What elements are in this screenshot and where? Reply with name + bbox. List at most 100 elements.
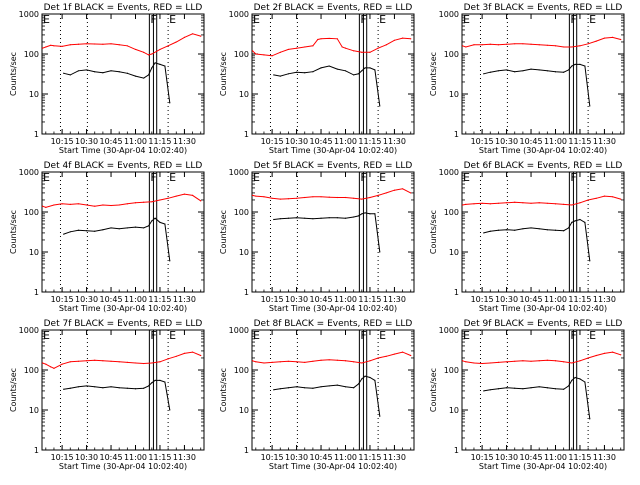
y-tick-label: 10 bbox=[239, 406, 249, 415]
data-point-red bbox=[102, 360, 104, 362]
x-tick-label: 10:45 bbox=[520, 295, 543, 304]
data-point-red bbox=[271, 55, 273, 57]
data-point-red bbox=[377, 357, 379, 359]
data-point-red bbox=[126, 45, 128, 47]
data-point-black bbox=[489, 230, 491, 232]
data-point-red bbox=[546, 359, 548, 361]
data-point-black bbox=[497, 229, 500, 231]
data-point-black bbox=[154, 379, 156, 381]
data-point-red bbox=[473, 203, 475, 205]
x-tick-label: 10:15 bbox=[261, 295, 284, 304]
data-point-red bbox=[505, 361, 508, 363]
data-point-red bbox=[159, 199, 161, 201]
data-point-black bbox=[126, 387, 128, 389]
data-point-red bbox=[328, 196, 330, 198]
data-point-black bbox=[369, 376, 371, 379]
x-tick-label: 11:15 bbox=[148, 453, 171, 462]
data-point-red bbox=[595, 40, 597, 42]
plot-frame bbox=[461, 13, 625, 135]
data-point-red bbox=[110, 43, 112, 45]
data-point-black bbox=[304, 217, 306, 219]
data-point-red bbox=[481, 44, 483, 46]
data-point-black bbox=[530, 227, 532, 229]
series-line-red bbox=[252, 351, 411, 364]
plot-frame bbox=[41, 171, 205, 293]
y-tick-label: 10 bbox=[239, 90, 249, 99]
x-axis-label: Start Time (30-Apr-04 10:02:40) bbox=[59, 304, 187, 313]
data-point-red bbox=[369, 196, 371, 199]
data-point-red bbox=[530, 360, 532, 362]
data-point-red bbox=[312, 360, 314, 362]
data-point-red bbox=[159, 361, 161, 363]
data-point-red bbox=[393, 39, 396, 41]
x-axis-label: Start Time (30-Apr-04 10:02:40) bbox=[59, 462, 187, 471]
x-tick-label: 11:15 bbox=[358, 137, 381, 146]
x-tick-label: 11:00 bbox=[544, 453, 567, 462]
y-tick-label: 1 bbox=[244, 288, 249, 297]
data-point-black bbox=[118, 387, 120, 389]
y-tick-label: 100 bbox=[234, 50, 249, 59]
data-point-black bbox=[273, 389, 275, 391]
flag-e-left: E bbox=[463, 329, 470, 342]
data-point-black bbox=[328, 385, 330, 387]
data-point-red bbox=[251, 360, 254, 362]
data-point-red bbox=[77, 360, 80, 362]
data-point-black bbox=[538, 69, 540, 71]
y-tick-label: 1 bbox=[34, 130, 39, 139]
data-point-black bbox=[85, 69, 88, 71]
data-point-black bbox=[538, 228, 540, 230]
x-tick-label: 10:30 bbox=[75, 295, 98, 304]
y-axis-label: Counts/sec bbox=[219, 52, 228, 96]
data-point-black bbox=[374, 379, 376, 381]
x-tick-label: 11:15 bbox=[358, 295, 381, 304]
data-point-red bbox=[554, 360, 557, 362]
data-point-black bbox=[336, 384, 338, 386]
data-point-red bbox=[53, 204, 55, 206]
data-point-black bbox=[505, 387, 508, 389]
data-point-red bbox=[481, 362, 483, 365]
x-tick-label: 11:30 bbox=[593, 295, 616, 304]
x-tick-label: 10:30 bbox=[495, 453, 518, 462]
data-point-red bbox=[344, 360, 347, 362]
data-point-red bbox=[554, 45, 557, 47]
data-point-black bbox=[279, 218, 281, 220]
data-point-black bbox=[287, 387, 290, 389]
y-tick-label: 10 bbox=[29, 248, 39, 257]
data-point-black bbox=[164, 381, 166, 383]
x-tick-label: 11:00 bbox=[124, 295, 147, 304]
data-point-black bbox=[94, 386, 96, 388]
x-tick-label: 10:30 bbox=[495, 137, 518, 146]
data-point-black bbox=[69, 231, 71, 233]
data-point-black bbox=[505, 69, 508, 71]
data-point-red bbox=[497, 202, 500, 204]
data-point-red bbox=[271, 197, 273, 199]
flag-e-right: E bbox=[379, 13, 386, 26]
plot-frame bbox=[461, 171, 625, 293]
data-point-red bbox=[505, 43, 508, 45]
series-line-red bbox=[42, 33, 201, 56]
data-point-black bbox=[77, 386, 80, 388]
data-point-black bbox=[63, 388, 65, 390]
data-point-black bbox=[357, 73, 360, 75]
data-point-red bbox=[587, 357, 589, 359]
data-point-red bbox=[69, 44, 71, 46]
data-point-red bbox=[336, 359, 338, 361]
data-point-red bbox=[538, 360, 540, 362]
x-tick-label: 10:15 bbox=[261, 137, 284, 146]
y-axis-label: Counts/sec bbox=[9, 368, 18, 412]
series-line-red bbox=[462, 195, 621, 206]
x-tick-label: 10:15 bbox=[471, 137, 494, 146]
x-tick-label: 11:00 bbox=[544, 137, 567, 146]
data-point-black bbox=[353, 216, 355, 218]
data-point-black bbox=[295, 217, 298, 219]
flag-f: F bbox=[570, 171, 576, 184]
data-point-red bbox=[353, 197, 355, 199]
chart-title: Det 2f BLACK = Events, RED = LLD bbox=[254, 3, 413, 13]
data-point-red bbox=[401, 351, 404, 353]
data-point-black bbox=[85, 385, 88, 387]
data-point-black bbox=[584, 381, 586, 383]
data-point-black bbox=[134, 388, 137, 390]
data-point-red bbox=[514, 360, 516, 362]
chart-panel: Det 3f BLACK = Events, RED = LLD 1 10 100 10… bbox=[429, 3, 625, 155]
